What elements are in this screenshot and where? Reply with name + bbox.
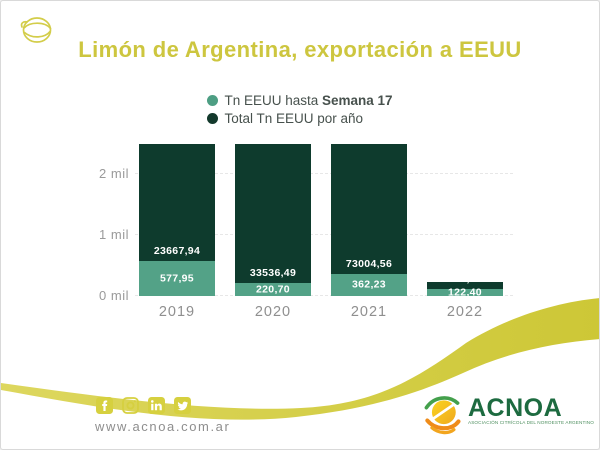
bar-hasta-value-label: 122,40 [448,286,482,298]
legend-dot-darkgreen-icon [207,112,219,124]
bar-hasta-segment: 577,95 [139,261,215,296]
bar-hasta-value-label: 220,70 [256,283,290,295]
bar-hasta-segment: 362,23 [331,274,407,296]
legend-item-total: Total Tn EEUU por año [207,109,392,127]
x-axis-label-2020: 2020 [254,304,292,320]
linkedin-icon[interactable] [148,397,165,414]
x-axis-label-2019: 2019 [158,304,196,320]
y-axis-tick-label: 0 mil [99,288,129,303]
legend-label-total: Total Tn EEUU por año [224,110,364,126]
bar-hasta-value-label: 362,23 [352,278,386,291]
bar-2022: 122,40 122,40 [427,274,503,298]
page-title: Limón de Argentina, exportación a EEUU [78,37,522,62]
plot-area: 0 mil 1 mil 2 mil 23667,94 577,95 2019 33536,4… [99,144,513,320]
bar-2019: 23667,94 577,95 [139,144,215,296]
bar-total-value-label: 23667,94 [153,245,201,257]
bar-total-segment: 23667,94 [139,144,215,261]
legend-item-hasta: Tn EEUU hasta Semana 17 [207,91,393,109]
legend-label-hasta: Tn EEUU hasta Semana 17 [224,92,393,108]
bar-total-value-label: 73004,56 [345,258,393,270]
x-axis-label-2021: 2021 [350,304,388,320]
bar-total-value-label: 33536,49 [249,267,297,279]
acnoa-logo-tagline: ASOCIACIÓN CITRÍCOLA DEL NOROESTE ARGENT… [468,420,594,426]
y-axis-tick-label: 1 mil [99,227,129,242]
bar-hasta-segment: 220,70 [235,283,311,296]
gridline-0-mil [135,295,513,296]
acnoa-logo-name: ACNOA [468,394,563,422]
legend-dot-teal-icon [207,94,219,106]
x-axis-label-2022: 2022 [446,304,484,320]
gridline-1-mil [135,234,513,235]
bar-hasta-value-label: 577,95 [160,272,194,284]
social-icons-row [96,397,191,414]
globe-icon [20,17,52,43]
bar-hasta-segment: 122,40 [427,286,503,298]
bar-total-segment: 73004,56 [331,144,407,274]
chart-legend: Tn EEUU hasta Semana 17 Total Tn EEUU po… [1,91,599,129]
website-url: www.acnoa.com.ar [95,419,231,434]
bar-2021: 73004,56 362,23 [331,144,407,296]
facebook-icon[interactable] [96,397,113,414]
bar-2020: 33536,49 220,70 [235,144,311,296]
gridline-2-mil [135,173,513,174]
bar-total-segment: 122,40 [427,274,503,289]
bar-total-segment: 33536,49 [235,144,311,283]
y-axis-tick-label: 2 mil [99,166,129,181]
acnoa-logo-icon [424,396,461,435]
bar-total-value-label: 122,40 [448,273,482,285]
instagram-icon[interactable] [122,397,139,414]
acnoa-logo: ACNOA ASOCIACIÓN CITRÍCOLA DEL NOROESTE … [419,393,599,437]
twitter-icon[interactable] [174,397,191,414]
